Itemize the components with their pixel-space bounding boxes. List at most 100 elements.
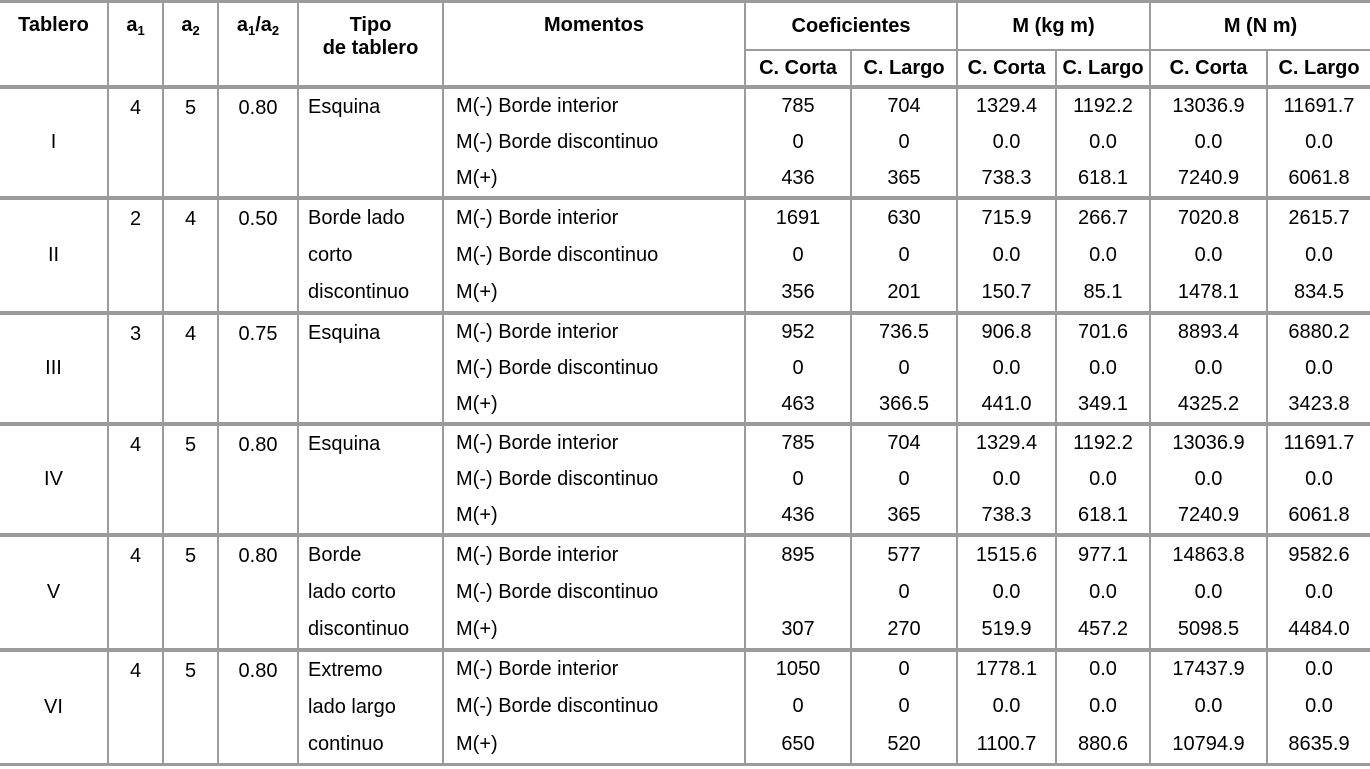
value-cell: 307 xyxy=(744,611,852,650)
table-row: M(+) 356 201 150.7 85.1 1478.1 834.5 xyxy=(0,274,1370,313)
value-cell: 0.0 xyxy=(1265,350,1370,387)
tipo-cell: Esquina xyxy=(297,422,444,535)
momento-cell: M(-) Borde interior xyxy=(442,85,746,124)
value-cell: 618.1 xyxy=(1055,161,1151,198)
ratio-cell: 0.80 xyxy=(217,85,299,198)
table-row: M(+) 650 520 1100.7 880.6 10794.9 8635.9 xyxy=(0,725,1370,763)
value-cell: 0 xyxy=(744,687,852,726)
value-cell: 0.0 xyxy=(1149,461,1268,498)
value-cell: 0.0 xyxy=(1265,236,1370,275)
tipo-line: discontinuo xyxy=(308,618,410,640)
value-cell: 7240.9 xyxy=(1149,161,1268,198)
value-cell: 0 xyxy=(850,461,958,498)
a1-cell: 2 xyxy=(107,196,164,313)
table-row: M(+) 463 366.5 441.0 349.1 4325.2 3423.8 xyxy=(0,387,1370,424)
value-cell: 906.8 xyxy=(956,311,1057,350)
value-cell: 7240.9 xyxy=(1149,498,1268,535)
value-cell xyxy=(744,573,852,612)
value-cell: 520 xyxy=(850,725,958,763)
a2-cell: 5 xyxy=(162,422,219,535)
table-row: M(-) Borde discontinuo 0 0 0.0 0.0 0.0 0.0 xyxy=(0,461,1370,498)
value-cell: 13036.9 xyxy=(1149,85,1268,124)
subheader-nm-c-corta: C. Corta xyxy=(1149,50,1268,88)
header-momentos: Momentos xyxy=(442,3,746,88)
tablero-cell: V xyxy=(0,533,109,650)
subheader-nm-c-largo: C. Largo xyxy=(1265,50,1370,88)
value-cell: 6061.8 xyxy=(1265,161,1370,198)
value-cell: 0.0 xyxy=(1149,687,1268,726)
value-cell: 0 xyxy=(744,461,852,498)
value-cell: 977.1 xyxy=(1055,532,1151,574)
momento-cell: M(+) xyxy=(442,274,746,313)
value-cell: 1329.4 xyxy=(956,85,1057,124)
tablero-cell: IV xyxy=(0,422,109,535)
table-row: M(-) Borde discontinuo 0 0 0.0 0.0 0.0 0.0 xyxy=(0,687,1370,726)
value-cell: 366.5 xyxy=(850,387,958,424)
a1-cell: 3 xyxy=(107,311,164,424)
value-cell: 738.3 xyxy=(956,498,1057,535)
value-cell: 0 xyxy=(744,350,852,387)
value-cell: 0.0 xyxy=(1055,236,1151,275)
value-cell: 0.0 xyxy=(1055,124,1151,161)
value-cell: 11691.7 xyxy=(1265,85,1370,124)
value-cell: 0.0 xyxy=(1149,573,1268,612)
value-cell: 0.0 xyxy=(1055,573,1151,612)
value-cell: 441.0 xyxy=(956,387,1057,424)
header-a1: a1 xyxy=(107,3,164,88)
value-cell: 0.0 xyxy=(1265,461,1370,498)
value-cell: 1691 xyxy=(744,195,852,237)
ratio-cell: 0.80 xyxy=(217,422,299,535)
table-row: I 4 5 0.80 Esquina M(-) Borde interior 785 704 1… xyxy=(0,85,1370,198)
value-cell: 457.2 xyxy=(1055,611,1151,650)
momento-cell: M(-) Borde discontinuo xyxy=(442,350,746,387)
value-cell: 7020.8 xyxy=(1149,195,1268,237)
table-body: I 4 5 0.80 Esquina M(-) Borde interior 785 704 1… xyxy=(0,85,1370,763)
tablero-cell: II xyxy=(0,196,109,313)
momento-cell: M(-) Borde interior xyxy=(442,648,746,688)
tipo-line: Extremo xyxy=(308,659,383,681)
a2-cell: 5 xyxy=(162,533,219,650)
value-cell: 0.0 xyxy=(1149,350,1268,387)
table-row: M(-) Borde discontinuo 0 0.0 0.0 0.0 0.0 xyxy=(0,573,1370,612)
header-coeficientes: Coeficientes xyxy=(744,3,958,51)
value-cell: 0.0 xyxy=(1265,687,1370,726)
momento-cell: M(+) xyxy=(442,725,746,763)
value-cell: 6061.8 xyxy=(1265,498,1370,535)
a1-cell: 4 xyxy=(107,85,164,198)
value-cell: 4484.0 xyxy=(1265,611,1370,650)
value-cell: 270 xyxy=(850,611,958,650)
subheader-coef-c-corta: C. Corta xyxy=(745,50,852,88)
value-cell: 715.9 xyxy=(956,195,1057,237)
value-cell: 0.0 xyxy=(1149,236,1268,275)
subheader-kgm-c-largo: C. Largo xyxy=(1055,50,1151,88)
table-row: II 2 4 0.50 Borde lado corto discontinuo M(-) B… xyxy=(0,195,1370,313)
table-row: M(+) 307 270 519.9 457.2 5098.5 4484.0 xyxy=(0,611,1370,650)
value-cell: 5098.5 xyxy=(1149,611,1268,650)
value-cell: 365 xyxy=(850,498,958,535)
value-cell: 738.3 xyxy=(956,161,1057,198)
value-cell: 0.0 xyxy=(1265,124,1370,161)
value-cell: 10794.9 xyxy=(1149,725,1268,763)
value-cell: 0.0 xyxy=(956,350,1057,387)
value-cell: 0.0 xyxy=(1055,350,1151,387)
table-row: M(-) Borde discontinuo 0 0 0.0 0.0 0.0 0.0 xyxy=(0,236,1370,275)
tipo-cell: Esquina xyxy=(297,311,444,424)
value-cell: 1778.1 xyxy=(956,648,1057,688)
value-cell: 704 xyxy=(850,422,958,461)
value-cell: 650 xyxy=(744,725,852,763)
header-tipo-line1: Tipo xyxy=(349,14,392,36)
value-cell: 834.5 xyxy=(1265,274,1370,313)
momento-cell: M(-) Borde interior xyxy=(442,422,746,461)
value-cell: 736.5 xyxy=(850,311,958,350)
value-cell: 4325.2 xyxy=(1149,387,1268,424)
header-m-nm: M (N m) xyxy=(1148,3,1370,51)
value-cell: 0 xyxy=(850,124,958,161)
tipo-cell: Borde lado corto discontinuo xyxy=(297,196,444,313)
value-cell: 0.0 xyxy=(1055,461,1151,498)
a1-cell: 4 xyxy=(107,533,164,650)
value-cell: 11691.7 xyxy=(1265,422,1370,461)
value-cell: 1515.6 xyxy=(956,532,1057,574)
table-row: M(+) 436 365 738.3 618.1 7240.9 6061.8 xyxy=(0,161,1370,198)
value-cell: 1050 xyxy=(744,648,852,688)
value-cell: 0 xyxy=(850,573,958,612)
